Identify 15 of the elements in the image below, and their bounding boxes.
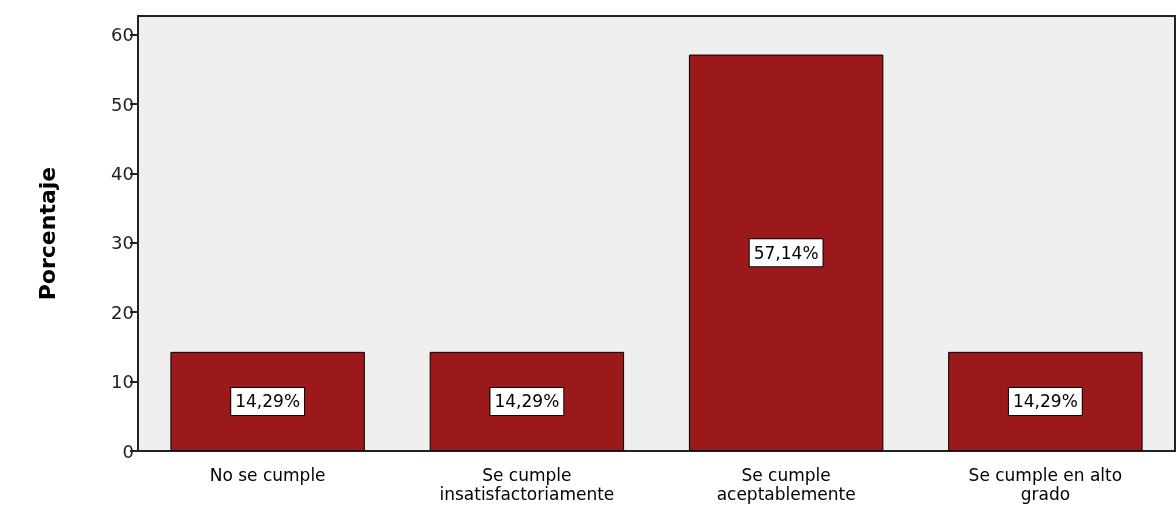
y-tick-label: 20 — [111, 301, 134, 323]
x-tick-label: Se cumple aceptablemente — [716, 464, 856, 504]
y-tick-label: 50 — [111, 93, 134, 115]
x-tick-label: Se cumple insatisfactoriamente — [439, 464, 615, 504]
x-tick-label: No se cumple — [209, 464, 326, 485]
y-tick-label: 60 — [111, 24, 134, 46]
data-label: 14,29% — [494, 391, 560, 412]
y-axis-title: Porcentaje — [34, 166, 60, 301]
data-label: 14,29% — [1012, 391, 1078, 412]
x-tick-label: Se cumple en alto grado — [968, 464, 1123, 504]
data-label: 14,29% — [235, 391, 301, 412]
y-tick-label: 40 — [111, 162, 134, 184]
data-label: 57,14% — [753, 242, 819, 263]
y-tick-label: 30 — [111, 232, 134, 254]
y-tick-label: 10 — [111, 371, 134, 393]
